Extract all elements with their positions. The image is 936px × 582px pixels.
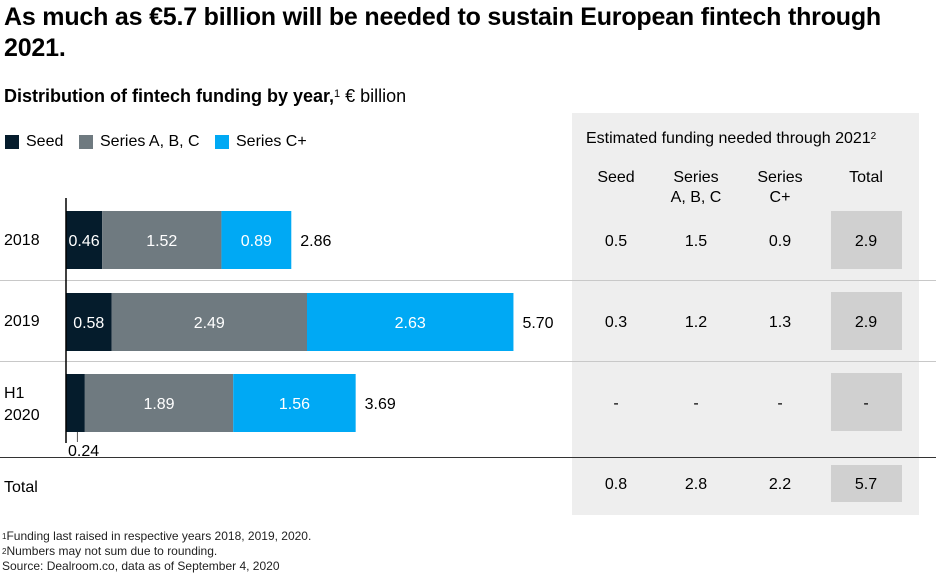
bar-seed-2018 [66, 211, 103, 269]
bar-series-abc-2018 [102, 211, 222, 269]
panel-total-cell: 2.8 [684, 476, 708, 493]
panel-cell: 0.9 [768, 233, 792, 250]
bar-seed-h1-2020 [66, 374, 85, 432]
panel-cell-total: 2.9 [854, 314, 878, 331]
row-divider [0, 280, 936, 281]
panel-col-series-cplus-line1: Series [757, 169, 803, 186]
legend-swatch-series-abc [79, 135, 93, 149]
panel-cell: - [693, 395, 699, 412]
bar-total-2018: 2.86 [300, 233, 331, 250]
bar-label-series-abc-2018: 1.52 [146, 233, 177, 250]
bar-label-seed-2019: 0.58 [73, 315, 104, 332]
footnote-1-mark: 1 [2, 532, 7, 541]
bar-label-series-abc-h1-2020: 1.89 [143, 396, 174, 413]
bar-series-cplus-2018 [221, 211, 292, 269]
total-box-2019 [831, 292, 902, 350]
panel-cell-total: - [863, 395, 869, 412]
bar-label-series-abc-2019: 2.49 [194, 315, 225, 332]
bar-total-h1-2020: 3.69 [365, 396, 396, 413]
subtitle-footnote-ref: 1 [334, 88, 341, 100]
panel-col-seed-line1: Seed [597, 169, 635, 186]
footnote-1-text: Funding last raised in respective years … [6, 529, 312, 543]
panel-cell: - [777, 395, 783, 412]
row-label-h1-2020: H1 2020 [4, 383, 40, 427]
subtitle-text: Distribution of fintech funding by year, [4, 86, 335, 106]
legend-item-series-cplus: Series C+ [215, 132, 307, 152]
footnote-2: 2Numbers may not sum due to rounding. [2, 544, 311, 559]
panel-cell: 1.5 [684, 233, 708, 250]
panel-col-series-cplus: Series C+ [735, 168, 825, 208]
bar-seed-2019 [66, 293, 112, 351]
panel-cell: 1.2 [684, 314, 708, 331]
panel-title-footnote-ref: 2 [870, 131, 877, 142]
subtitle-unit: € billion [345, 86, 407, 106]
bar-label-series-cplus-2019: 2.63 [395, 315, 426, 332]
panel-col-total-line1: Total [849, 169, 883, 186]
row-label-total: Total [4, 479, 38, 496]
bar-total-2019: 5.70 [522, 315, 553, 332]
row-label-h1: H1 [4, 385, 25, 402]
panel-col-series-abc-line1: Series [673, 169, 719, 186]
footnote-1: 1Funding last raised in respective years… [2, 529, 311, 544]
panel-col-series-abc: Series A, B, C [651, 168, 741, 208]
legend-label-seed: Seed [26, 133, 64, 150]
total-divider [0, 457, 936, 458]
panel-col-series-abc-line2: A, B, C [670, 189, 722, 206]
source-text: Source: Dealroom.co, data as of Septembe… [2, 559, 280, 573]
panel-cell: 0.5 [604, 233, 628, 250]
footnote-2-mark: 2 [2, 547, 7, 556]
bar-label-series-cplus-2018: 0.89 [241, 233, 272, 250]
panel-col-series-cplus-line2: C+ [769, 189, 791, 206]
legend-item-seed: Seed [5, 132, 63, 152]
legend-label-series-abc: Series A, B, C [100, 133, 200, 150]
bar-series-abc-h1-2020 [84, 374, 234, 432]
row-label-2018: 2018 [4, 232, 40, 249]
bar-series-cplus-h1-2020 [233, 374, 356, 432]
panel-total-cell: 5.7 [854, 476, 878, 493]
total-box-2018 [831, 211, 902, 269]
row-label-2020: 2020 [4, 407, 40, 424]
bar-series-cplus-2019 [306, 293, 514, 351]
legend-swatch-seed [5, 135, 19, 149]
bar-label-series-cplus-h1-2020: 1.56 [279, 396, 310, 413]
legend-label-series-cplus: Series C+ [236, 133, 307, 150]
source-note: Source: Dealroom.co, data as of Septembe… [2, 559, 311, 574]
total-box-h1-2020 [831, 373, 902, 431]
footnote-2-text: Numbers may not sum due to rounding. [6, 544, 218, 558]
panel-col-seed: Seed [571, 168, 661, 188]
row-divider [0, 361, 936, 362]
panel-cell-total: 2.9 [854, 233, 878, 250]
panel-cell: 1.3 [768, 314, 792, 331]
panel-cell: 0.3 [604, 314, 628, 331]
footnotes: 1Funding last raised in respective years… [2, 529, 311, 574]
legend-swatch-series-cplus [215, 135, 229, 149]
chart-subtitle: Distribution of fintech funding by year,… [4, 85, 406, 107]
panel-total-cell: 0.8 [604, 476, 628, 493]
panel-title-text: Estimated funding needed through 2021 [586, 130, 871, 147]
panel-title: Estimated funding needed through 20212 [586, 129, 876, 149]
bar-label-seed-2018: 0.46 [68, 233, 99, 250]
chart-title: As much as €5.7 billion will be needed t… [4, 3, 881, 62]
total-box-overall [831, 465, 902, 502]
panel-total-cell: 2.2 [768, 476, 792, 493]
row-label-2019: 2019 [4, 313, 40, 330]
legend-item-series-abc: Series A, B, C [79, 132, 200, 152]
bar-series-abc-2019 [111, 293, 307, 351]
panel-col-total: Total [821, 168, 911, 188]
bar-label-seed-h1-2020: 0.24 [68, 443, 99, 460]
panel-cell: - [613, 395, 619, 412]
